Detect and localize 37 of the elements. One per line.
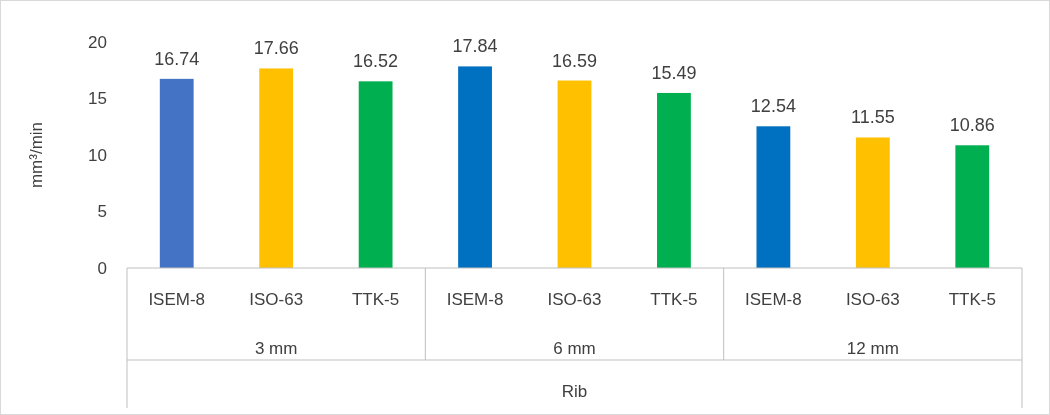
x-tick-label: ISEM-8 xyxy=(745,290,802,309)
data-label: 10.86 xyxy=(949,115,995,136)
x-axis-title: Rib xyxy=(561,382,588,401)
x-tick-label: ISEM-8 xyxy=(446,290,504,309)
y-axis-title: mm³/min xyxy=(27,121,46,189)
x-tick-label: ISO-63 xyxy=(845,290,900,309)
y-tick-label: 20 xyxy=(88,32,107,52)
data-label: 12.54 xyxy=(750,96,796,117)
y-tick-label: 15 xyxy=(88,89,107,109)
bar xyxy=(855,137,890,268)
bar xyxy=(756,126,791,268)
x-tick-label: TTK-5 xyxy=(351,290,400,309)
bar xyxy=(159,78,194,268)
text: 3 mm xyxy=(254,339,298,358)
data-label: 11.55 xyxy=(850,107,895,128)
x-tick-label: TTK-5 xyxy=(948,290,996,309)
bar xyxy=(259,68,294,268)
text: 12 mm xyxy=(846,339,899,358)
y-tick-label: 0 xyxy=(97,258,107,278)
bar xyxy=(557,80,592,268)
bar xyxy=(458,66,492,268)
bar xyxy=(955,145,990,268)
y-tick-label: 10 xyxy=(88,145,107,165)
bar xyxy=(657,92,691,268)
data-label: 15.49 xyxy=(651,62,697,83)
bar xyxy=(358,81,393,268)
data-label: 16.59 xyxy=(551,50,598,71)
x-tick-label: ISO-63 xyxy=(547,290,602,309)
data-label: 16.52 xyxy=(353,51,399,72)
text: 6 mm xyxy=(553,339,596,358)
x-tick-label: TTK-5 xyxy=(650,290,698,309)
data-label: 17.84 xyxy=(452,36,498,57)
x-tick-label: ISO-63 xyxy=(249,290,304,309)
data-label: 17.66 xyxy=(253,38,299,59)
data-label: 16.74 xyxy=(154,48,200,69)
x-tick-label: ISEM-8 xyxy=(148,290,206,309)
y-tick-label: 5 xyxy=(97,202,107,222)
